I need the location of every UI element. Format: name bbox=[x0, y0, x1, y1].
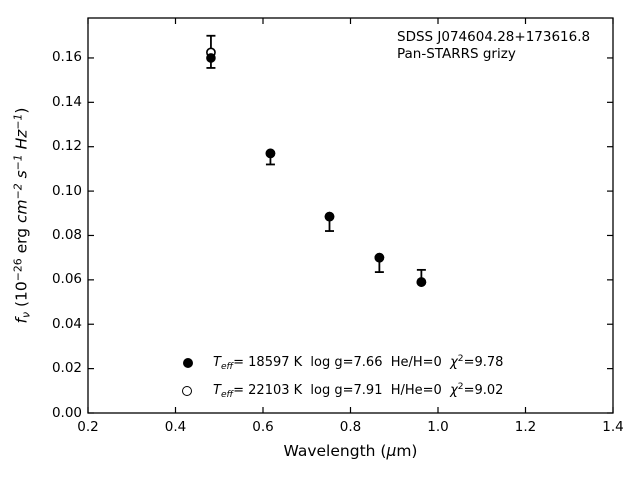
data-point-filled-y bbox=[416, 277, 427, 287]
data-point-filled-r bbox=[265, 148, 276, 159]
legend-entry: Teff= 22103 K log g=7.91 H/He=0 χ2=9.02 bbox=[0, 382, 640, 400]
y-tick-label: 0.12 bbox=[51, 138, 82, 155]
filled-circle-icon bbox=[183, 357, 193, 368]
y-tick-label: 0.14 bbox=[51, 93, 82, 110]
y-tick-label: 0.00 bbox=[51, 404, 82, 421]
annotation-object-id: SDSS J074604.28+173616.8 bbox=[397, 29, 591, 45]
legend-entry: Teff= 18597 K log g=7.66 He/H=0 χ2=9.78 bbox=[0, 354, 640, 372]
y-tick-label: 0.10 bbox=[51, 182, 82, 199]
x-tick-label: 0.4 bbox=[164, 419, 187, 435]
annotation-survey: Pan-STARRS grizy bbox=[397, 46, 516, 62]
legend-entry-label: Teff= 18597 K log g=7.66 He/H=0 χ2=9.78 bbox=[213, 354, 504, 372]
x-tick-label: 0.6 bbox=[252, 419, 274, 435]
legend-entry-label: Teff= 22103 K log g=7.91 H/He=0 χ2=9.02 bbox=[213, 382, 504, 400]
annotation: SDSS J074604.28+173616.8 Pan-STARRS griz… bbox=[397, 29, 590, 63]
y-tick-label: 0.08 bbox=[51, 226, 82, 243]
x-tick-label: 0.2 bbox=[77, 419, 99, 435]
x-tick-label: 1.0 bbox=[427, 419, 449, 435]
open-circle-icon bbox=[182, 385, 192, 396]
y-tick-label: 0.04 bbox=[51, 315, 82, 332]
x-axis-label: Wavelength (μm) bbox=[283, 442, 418, 460]
x-tick-label: 0.8 bbox=[339, 419, 362, 435]
y-tick-label: 0.02 bbox=[51, 360, 82, 377]
x-tick-label: 1.2 bbox=[514, 419, 537, 435]
y-tick-label: 0.06 bbox=[51, 271, 82, 288]
y-tick-label: 0.16 bbox=[51, 49, 82, 66]
x-tick-label: 1.4 bbox=[602, 419, 624, 435]
data-point-filled-g bbox=[206, 53, 216, 63]
data-point-filled-z bbox=[374, 252, 385, 263]
data-point-filled-i bbox=[324, 211, 335, 222]
